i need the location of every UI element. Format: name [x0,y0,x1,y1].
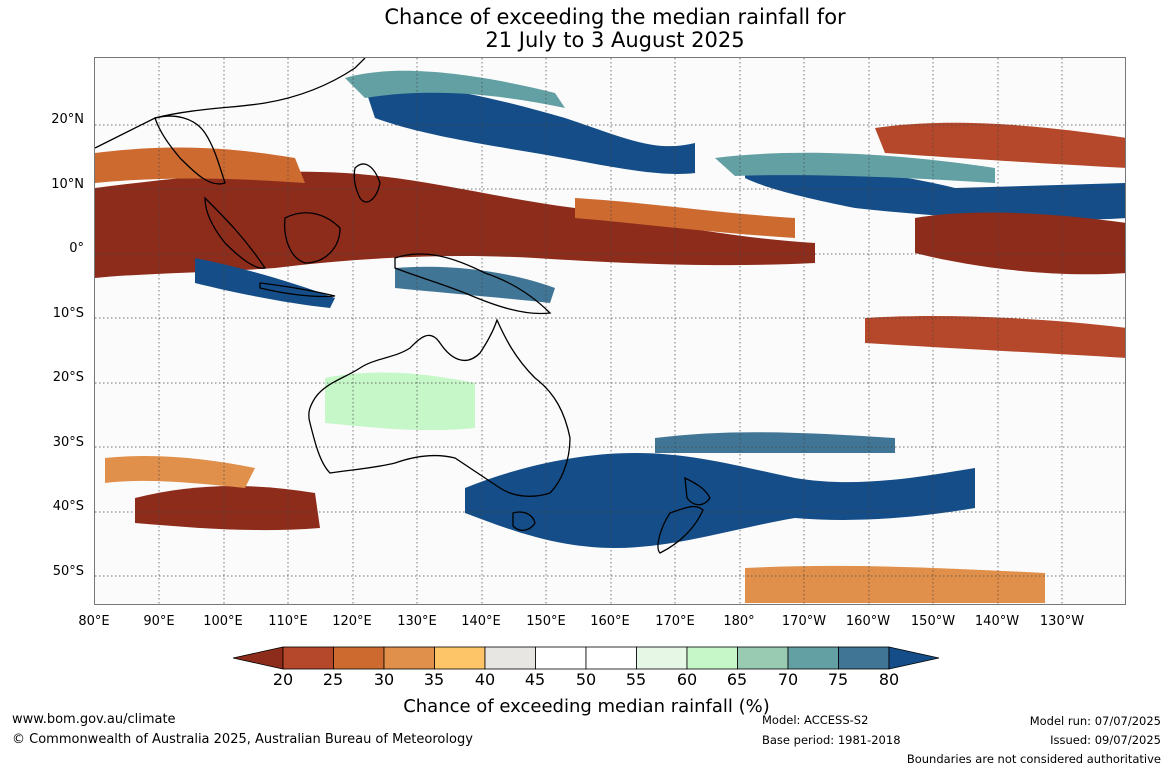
issued-date: Issued: 09/07/2025 [1050,733,1161,747]
colorbar-swatch-20-25 [282,646,334,670]
wet-region-tasman [465,453,975,548]
colorbar-tick-20: 20 [272,670,294,689]
dry-region-orange-3 [105,456,255,488]
indochina-outline [154,115,226,185]
lon-label-100e: 100°E [203,614,243,629]
rainfall-map-canvas [95,58,1125,604]
wet-region-east [745,166,1125,220]
tasmania-outline [512,511,536,531]
wet-region-north-pale [345,70,565,108]
colorbar-swatch-25-30 [333,646,385,670]
dry-region-south-pacific [865,316,1125,358]
lat-label-30s: 30°S [52,435,84,450]
rainfall-map [94,57,1126,605]
website-link[interactable]: www.bom.gov.au/climate [12,712,176,727]
wet-region-east-pale [715,152,995,183]
colorbar-swatch-35-40 [434,646,486,670]
colorbar-arrow-high [888,646,939,670]
lat-label-40s: 40°S [52,499,84,514]
lon-label-130w: 130°W [1039,614,1085,629]
new-guinea-outline [394,253,552,315]
lat-label-50s: 50°S [52,564,84,579]
colorbar-tick-60: 60 [676,670,698,689]
lat-label-20n: 20°N [51,112,84,127]
colorbar-label: Chance of exceeding median rainfall (%) [403,696,770,717]
lat-label-equator: 0° [69,241,84,256]
lon-label-130e: 130°E [397,614,437,629]
colorbar-swatch-65-70 [737,646,789,670]
wet-region-tasman-pale [655,432,895,453]
lon-label-90e: 90°E [143,614,175,629]
colorbar-tick-35: 35 [423,670,445,689]
lon-label-160w: 160°W [845,614,891,629]
dry-region-orange-2 [575,198,795,238]
colorbar-tick-45: 45 [524,670,546,689]
colorbar-swatch-30-35 [383,646,435,670]
lat-label-10s: 10°S [52,306,84,321]
wet-region-australia [325,372,475,431]
new-zealand-north-outline [684,476,711,506]
map-title-line-2: 21 July to 3 August 2025 [485,28,745,52]
lon-label-120e: 120°E [332,614,372,629]
colorbar-tick-65: 65 [726,670,748,689]
colorbar-tick-30: 30 [373,670,395,689]
dry-region-ne [875,122,1125,168]
colorbar-tick-75: 75 [827,670,849,689]
lon-label-110e: 110°E [268,614,308,629]
colorbar [233,646,939,670]
colorbar-tick-25: 25 [322,670,344,689]
model-name: Model: ACCESS-S2 [762,713,869,727]
colorbar-swatch-70-75 [787,646,839,670]
dry-region-orange [95,147,305,183]
lon-label-180: 180° [723,614,755,629]
lon-label-160e: 160°E [590,614,630,629]
boundaries-disclaimer: Boundaries are not considered authoritat… [906,752,1161,766]
wet-region-maritime-2 [395,266,555,303]
colorbar-tick-55: 55 [625,670,647,689]
colorbar-tick-50: 50 [575,670,597,689]
colorbar-swatch-45-50 [535,646,587,670]
australia-outline [308,318,571,497]
dry-region-equatorial-east [915,212,1125,275]
philippines-outline [353,163,381,203]
map-gridlines [95,58,1125,604]
sumatra-outline [204,196,267,269]
dry-region-equatorial [95,171,815,278]
colorbar-tick-70: 70 [777,670,799,689]
dry-region-se-pacific [745,565,1045,603]
colorbar-tick-40: 40 [474,670,496,689]
lon-label-150w: 150°W [910,614,956,629]
asia-coast-outline [95,58,366,149]
lon-label-80e: 80°E [78,614,110,629]
lon-label-140e: 140°E [461,614,501,629]
colorbar-swatch-75-80 [838,646,890,670]
colorbar-tick-80: 80 [878,670,900,689]
colorbar-swatch-50-55 [585,646,637,670]
lat-label-20s: 20°S [52,370,84,385]
lon-label-150e: 150°E [526,614,566,629]
colorbar-swatch-60-65 [686,646,738,670]
coastlines [95,58,711,554]
colorbar-arrow-low [233,646,284,670]
copyright-text: © Commonwealth of Australia 2025, Austra… [12,732,473,747]
lat-label-10n: 10°N [51,177,84,192]
map-title-line-1: Chance of exceeding the median rainfall … [384,5,846,29]
java-outline [259,282,336,298]
lon-label-170e: 170°E [655,614,695,629]
borneo-outline [284,212,341,264]
colorbar-swatch-40-45 [484,646,536,670]
lon-label-170w: 170°W [781,614,827,629]
model-run-date: Model run: 07/07/2025 [1029,714,1161,728]
colorbar-swatch-55-60 [636,646,688,670]
wet-region-north [365,85,695,174]
dry-region-sw-indian [135,486,320,531]
base-period: Base period: 1981-2018 [762,733,901,747]
new-zealand-south-outline [657,505,704,554]
lon-label-140w: 140°W [974,614,1020,629]
